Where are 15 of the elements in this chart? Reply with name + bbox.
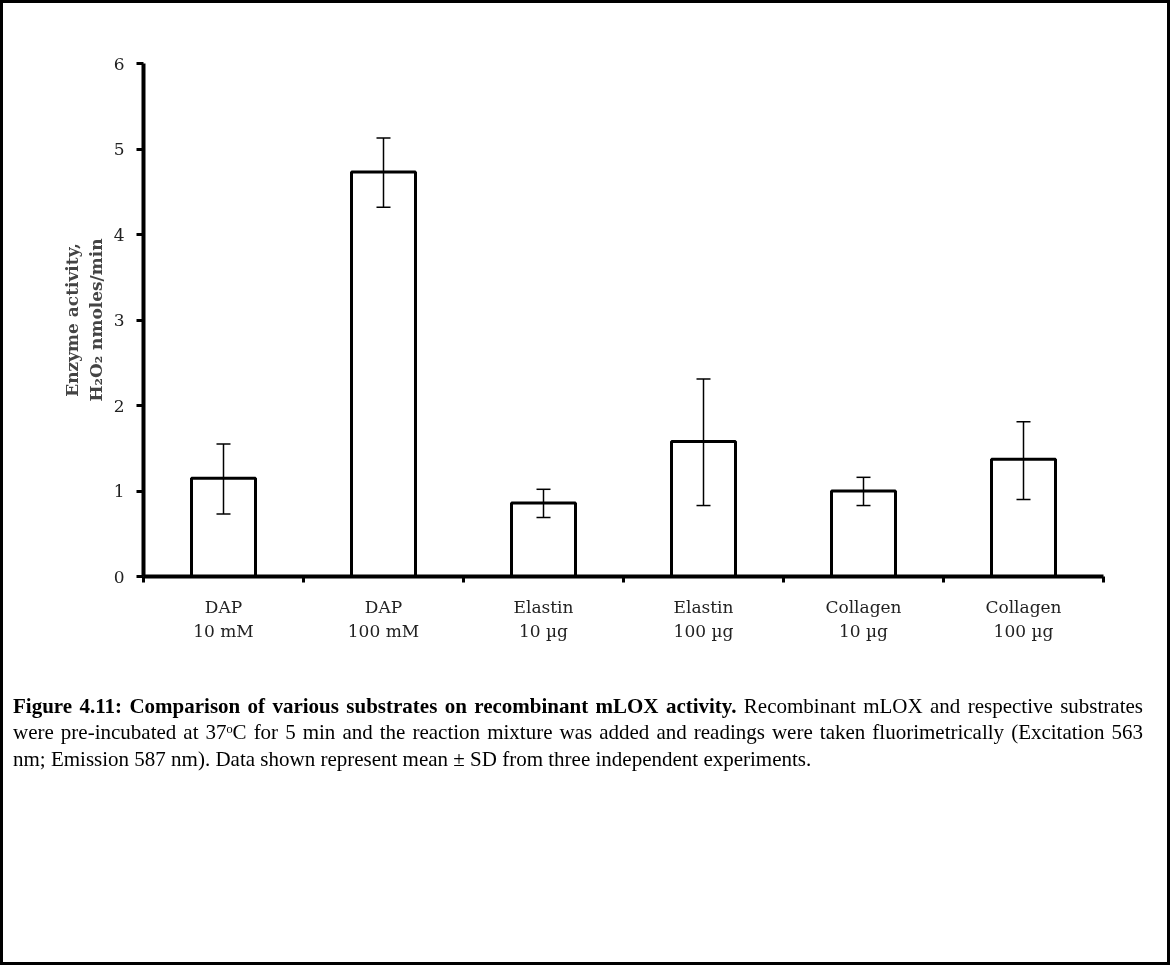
x-tick-label: DAP 100 mM xyxy=(347,596,420,641)
y-axis-title: Enzyme activity, H₂O₂ nmoles/min xyxy=(61,238,106,402)
y-tick-label: 5 xyxy=(113,139,125,159)
x-tick-label: DAP 10 mM xyxy=(193,596,254,641)
x-tick-label: Elastin 100 µg xyxy=(673,596,734,641)
y-tick-label: 3 xyxy=(113,310,125,330)
text: Figure 4.11: Comparison of various substrates on recombinant mLOX activity. xyxy=(13,694,737,718)
y-tick-label: 2 xyxy=(113,395,125,416)
y-tick-label: 6 xyxy=(113,53,125,74)
y-tick-label: 4 xyxy=(113,224,125,245)
y-tick-label: 1 xyxy=(113,481,125,501)
x-tick-label: Collagen 10 µg xyxy=(825,596,902,641)
y-tick-label: 0 xyxy=(113,566,125,587)
x-tick-label: Collagen 100 µg xyxy=(985,596,1062,641)
x-tick-label: Elastin 10 µg xyxy=(513,596,574,641)
